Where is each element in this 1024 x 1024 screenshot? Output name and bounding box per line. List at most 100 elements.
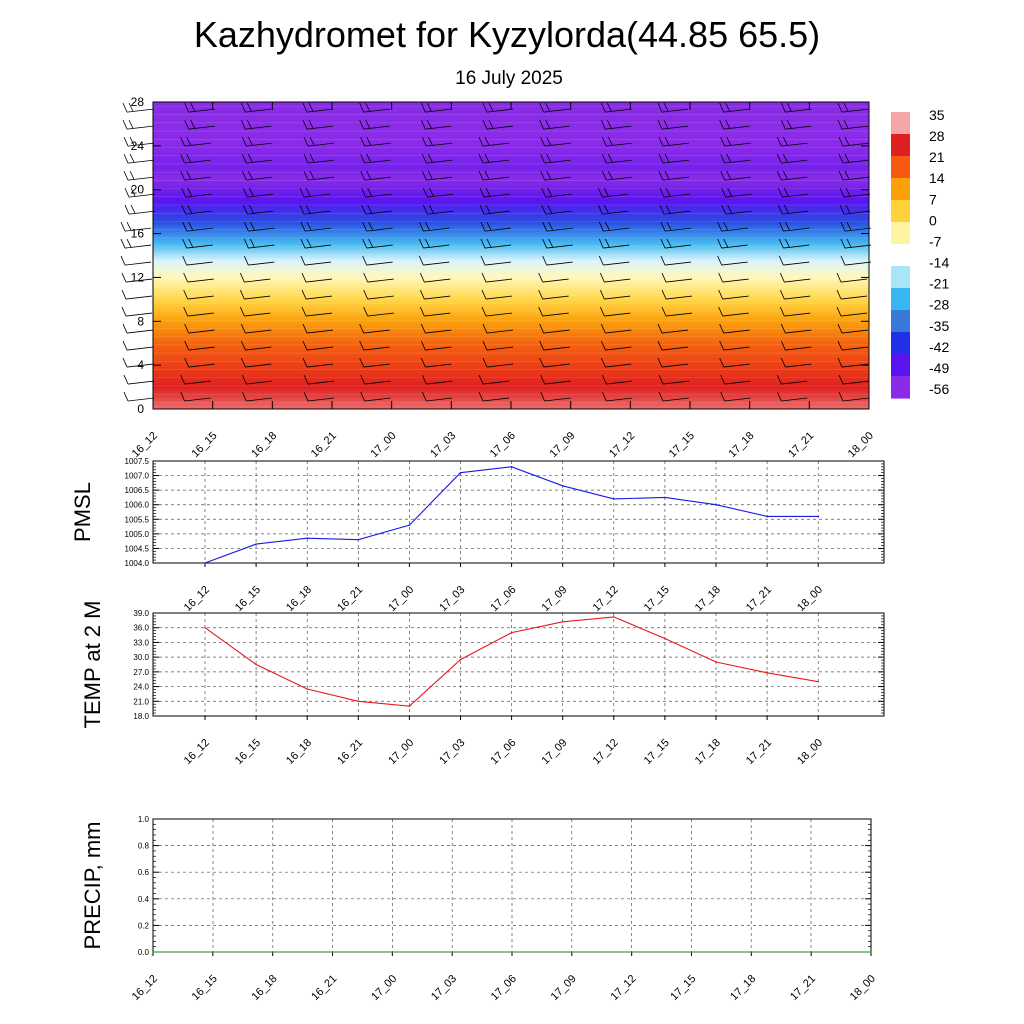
wind-barb-flag <box>366 136 372 146</box>
wind-barb-flag <box>481 306 487 317</box>
wind-barb-staff <box>724 142 751 147</box>
x-tick-label: 17_09 <box>549 973 579 1003</box>
wind-barb <box>360 374 391 385</box>
wind-barb <box>658 391 690 402</box>
colorbar-segment <box>891 288 910 311</box>
wind-barb-staff <box>483 210 511 215</box>
wind-barb-staff <box>426 380 453 385</box>
wind-barb-staff <box>604 295 631 300</box>
wind-barb-flag <box>719 102 725 113</box>
wind-barb-flag <box>661 306 667 317</box>
wind-barb-staff <box>722 312 749 317</box>
wind-barb <box>303 374 335 385</box>
wind-barb-flag <box>478 153 484 164</box>
wind-barb-flag <box>480 255 486 266</box>
wind-barb <box>538 272 569 283</box>
wind-barb-flag <box>717 255 723 266</box>
wind-barb-staff <box>187 295 214 300</box>
y-tick-label: 28 <box>131 95 145 109</box>
y-tick-label: 18.0 <box>133 712 149 721</box>
colorbar-label: -28 <box>929 297 949 313</box>
wind-barb-flag <box>239 289 245 300</box>
wind-barb <box>243 221 275 232</box>
x-tick-label: 17_06 <box>489 973 519 1003</box>
data-point <box>451 951 453 953</box>
wind-barb-staff <box>842 176 870 181</box>
wind-barb-flag <box>836 272 842 283</box>
wind-barb-flag <box>720 170 726 181</box>
wind-barb <box>657 340 689 351</box>
wind-barb-flag <box>424 221 430 231</box>
data-point <box>630 951 633 953</box>
wind-barb <box>776 391 808 402</box>
wind-barb-staff <box>606 380 633 385</box>
wind-barb-staff <box>247 193 274 198</box>
wind-barb <box>836 272 868 283</box>
wind-barb-flag <box>242 187 248 198</box>
data-point <box>664 496 666 499</box>
wind-barb <box>240 357 272 368</box>
wind-barb-staff <box>184 397 211 402</box>
wind-barb-flag <box>776 136 782 147</box>
wind-barb-staff <box>782 193 809 198</box>
colorbar-label: -49 <box>929 360 949 376</box>
wind-barb-flag <box>481 289 487 300</box>
y-tick-label: 8 <box>137 314 144 328</box>
wind-barb-staff <box>246 397 273 402</box>
wind-barb <box>600 357 632 368</box>
wind-barb-staff <box>127 380 155 385</box>
wind-barb-flag <box>182 255 188 266</box>
wind-barb-flag <box>363 289 369 300</box>
wind-barb-staff <box>661 363 689 368</box>
data-point <box>459 471 462 474</box>
wind-barb <box>300 221 332 232</box>
wind-barb-staff <box>722 278 749 283</box>
wind-barb <box>418 221 450 232</box>
wind-barb-flag <box>665 187 671 197</box>
wind-barb <box>540 170 571 181</box>
colorbar-label: 7 <box>929 191 937 207</box>
x-tick-label: 17_15 <box>668 973 698 1003</box>
wind-barb <box>658 153 690 164</box>
wind-barb-flag <box>305 204 311 214</box>
wind-barb <box>300 255 332 266</box>
wind-barb-flag <box>598 255 604 266</box>
wind-barb-staff <box>425 363 452 368</box>
wind-barb-staff <box>844 227 872 232</box>
wind-barb-flag <box>249 221 255 231</box>
data-point <box>870 951 872 953</box>
wind-barb <box>721 187 752 198</box>
wind-barb-flag <box>122 357 128 368</box>
x-tick-label: 17_03 <box>437 584 467 614</box>
wind-barb-staff <box>125 278 153 283</box>
wind-barb-flag <box>601 391 607 402</box>
wind-barb <box>120 238 152 249</box>
wind-barb-flag <box>601 374 607 385</box>
wind-barb-staff <box>367 295 394 300</box>
wind-barb-flag <box>601 136 607 147</box>
wind-barb-staff <box>602 193 629 198</box>
wind-barb-staff <box>785 363 812 368</box>
wind-barb-staff <box>722 295 749 300</box>
data-point <box>810 951 812 953</box>
wind-barb-flag <box>126 238 132 248</box>
wind-barb-flag <box>658 136 664 147</box>
data-point <box>306 688 309 690</box>
panel-frame <box>152 612 885 717</box>
wind-barb-flag <box>122 119 128 130</box>
wind-barb-flag <box>240 119 246 130</box>
heatmap-field <box>153 102 869 409</box>
wind-barb <box>240 102 272 113</box>
wind-barb-staff <box>245 363 272 368</box>
data-point <box>510 631 513 634</box>
wind-barb-flag <box>778 221 784 232</box>
wind-barb-staff <box>363 125 390 130</box>
wind-barb <box>120 221 152 232</box>
wind-barb <box>717 255 748 266</box>
wind-barb <box>838 374 870 385</box>
wind-barb <box>539 119 570 130</box>
wind-barb-staff <box>785 108 812 113</box>
wind-barb-flag <box>124 187 130 198</box>
wind-barb-flag <box>779 272 785 283</box>
wind-barb-flag <box>241 170 247 181</box>
